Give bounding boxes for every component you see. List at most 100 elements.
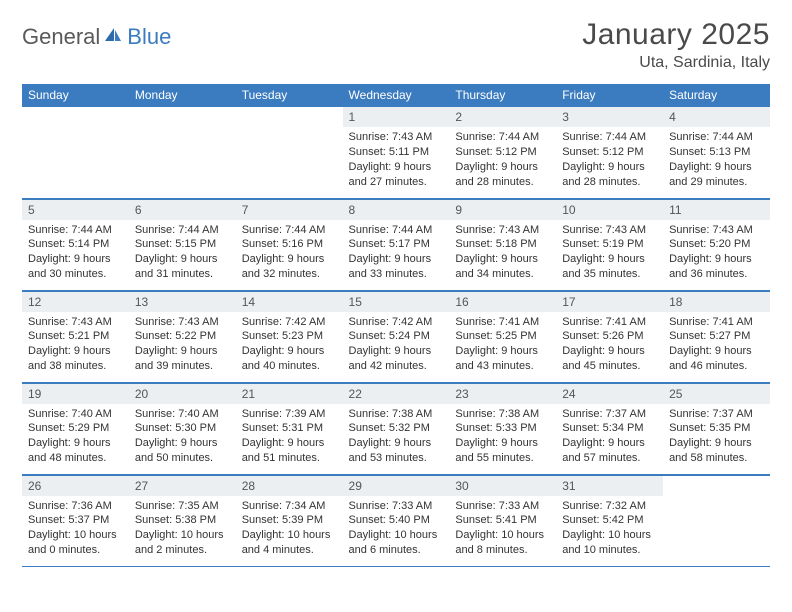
sunrise-line: Sunrise: 7:43 AM [562,223,657,238]
weekday-header: Sunday [22,84,129,106]
daylight-line: Daylight: 9 hours and 34 minutes. [455,252,550,282]
sunset-line: Sunset: 5:23 PM [242,329,337,344]
calendar-cell: 27Sunrise: 7:35 AMSunset: 5:38 PMDayligh… [129,474,236,566]
day-number: 4 [663,106,770,127]
daylight-line: Daylight: 9 hours and 40 minutes. [242,344,337,374]
calendar-cell: 16Sunrise: 7:41 AMSunset: 5:25 PMDayligh… [449,290,556,382]
daylight-line: Daylight: 10 hours and 4 minutes. [242,528,337,558]
sunset-line: Sunset: 5:27 PM [669,329,764,344]
calendar-table: Sunday Monday Tuesday Wednesday Thursday… [22,84,770,567]
sunrise-line: Sunrise: 7:33 AM [455,499,550,514]
sunrise-line: Sunrise: 7:43 AM [349,130,444,145]
daylight-line: Daylight: 9 hours and 51 minutes. [242,436,337,466]
daylight-line: Daylight: 10 hours and 8 minutes. [455,528,550,558]
daylight-line: Daylight: 9 hours and 28 minutes. [455,160,550,190]
calendar-week-row: 26Sunrise: 7:36 AMSunset: 5:37 PMDayligh… [22,474,770,566]
sunrise-line: Sunrise: 7:44 AM [669,130,764,145]
month-title: January 2025 [582,18,770,52]
calendar-cell: 8Sunrise: 7:44 AMSunset: 5:17 PMDaylight… [343,198,450,290]
day-details: Sunrise: 7:37 AMSunset: 5:35 PMDaylight:… [663,404,770,472]
sunrise-line: Sunrise: 7:43 AM [455,223,550,238]
page-header: General Blue January 2025 Uta, Sardinia,… [22,18,770,72]
day-details: Sunrise: 7:33 AMSunset: 5:40 PMDaylight:… [343,496,450,564]
sunrise-line: Sunrise: 7:38 AM [349,407,444,422]
sunrise-line: Sunrise: 7:34 AM [242,499,337,514]
sunset-line: Sunset: 5:15 PM [135,237,230,252]
day-details: Sunrise: 7:37 AMSunset: 5:34 PMDaylight:… [556,404,663,472]
calendar-week-row: 5Sunrise: 7:44 AMSunset: 5:14 PMDaylight… [22,198,770,290]
weekday-header: Monday [129,84,236,106]
sunrise-line: Sunrise: 7:43 AM [669,223,764,238]
day-number: 5 [22,199,129,220]
daylight-line: Daylight: 9 hours and 50 minutes. [135,436,230,466]
day-details: Sunrise: 7:39 AMSunset: 5:31 PMDaylight:… [236,404,343,472]
calendar-cell: 10Sunrise: 7:43 AMSunset: 5:19 PMDayligh… [556,198,663,290]
day-number: 14 [236,291,343,312]
day-number: 6 [129,199,236,220]
sunset-line: Sunset: 5:22 PM [135,329,230,344]
day-details: Sunrise: 7:34 AMSunset: 5:39 PMDaylight:… [236,496,343,564]
day-number: 21 [236,383,343,404]
calendar-cell: 22Sunrise: 7:38 AMSunset: 5:32 PMDayligh… [343,382,450,474]
day-number: 17 [556,291,663,312]
calendar-cell: 30Sunrise: 7:33 AMSunset: 5:41 PMDayligh… [449,474,556,566]
sunset-line: Sunset: 5:40 PM [349,513,444,528]
weekday-header: Thursday [449,84,556,106]
day-number: 7 [236,199,343,220]
sunset-line: Sunset: 5:18 PM [455,237,550,252]
daylight-line: Daylight: 9 hours and 57 minutes. [562,436,657,466]
daylight-line: Daylight: 9 hours and 39 minutes. [135,344,230,374]
sunrise-line: Sunrise: 7:38 AM [455,407,550,422]
sunset-line: Sunset: 5:34 PM [562,421,657,436]
sunset-line: Sunset: 5:31 PM [242,421,337,436]
day-details: Sunrise: 7:35 AMSunset: 5:38 PMDaylight:… [129,496,236,564]
daylight-line: Daylight: 9 hours and 38 minutes. [28,344,123,374]
calendar-cell: 11Sunrise: 7:43 AMSunset: 5:20 PMDayligh… [663,198,770,290]
day-number: 18 [663,291,770,312]
day-details: Sunrise: 7:38 AMSunset: 5:32 PMDaylight:… [343,404,450,472]
sunset-line: Sunset: 5:39 PM [242,513,337,528]
empty-day [129,106,236,127]
sunrise-line: Sunrise: 7:41 AM [562,315,657,330]
calendar-cell: 9Sunrise: 7:43 AMSunset: 5:18 PMDaylight… [449,198,556,290]
day-details: Sunrise: 7:38 AMSunset: 5:33 PMDaylight:… [449,404,556,472]
sunset-line: Sunset: 5:35 PM [669,421,764,436]
daylight-line: Daylight: 9 hours and 31 minutes. [135,252,230,282]
day-number: 13 [129,291,236,312]
sail-icon [103,26,123,49]
day-details: Sunrise: 7:41 AMSunset: 5:26 PMDaylight:… [556,312,663,380]
day-number: 10 [556,199,663,220]
daylight-line: Daylight: 9 hours and 32 minutes. [242,252,337,282]
sunrise-line: Sunrise: 7:41 AM [669,315,764,330]
day-number: 29 [343,475,450,496]
sunrise-line: Sunrise: 7:42 AM [349,315,444,330]
sunset-line: Sunset: 5:42 PM [562,513,657,528]
day-details: Sunrise: 7:44 AMSunset: 5:17 PMDaylight:… [343,220,450,288]
day-details: Sunrise: 7:32 AMSunset: 5:42 PMDaylight:… [556,496,663,564]
sunset-line: Sunset: 5:12 PM [562,145,657,160]
daylight-line: Daylight: 9 hours and 55 minutes. [455,436,550,466]
calendar-cell [663,474,770,566]
calendar-week-row: 1Sunrise: 7:43 AMSunset: 5:11 PMDaylight… [22,106,770,198]
sunset-line: Sunset: 5:24 PM [349,329,444,344]
sunrise-line: Sunrise: 7:39 AM [242,407,337,422]
sunset-line: Sunset: 5:29 PM [28,421,123,436]
sunrise-line: Sunrise: 7:35 AM [135,499,230,514]
day-number: 31 [556,475,663,496]
day-number: 11 [663,199,770,220]
calendar-cell: 5Sunrise: 7:44 AMSunset: 5:14 PMDaylight… [22,198,129,290]
day-number: 12 [22,291,129,312]
sunrise-line: Sunrise: 7:40 AM [28,407,123,422]
weekday-header: Wednesday [343,84,450,106]
weekday-header: Tuesday [236,84,343,106]
day-details: Sunrise: 7:44 AMSunset: 5:14 PMDaylight:… [22,220,129,288]
day-number: 15 [343,291,450,312]
sunset-line: Sunset: 5:14 PM [28,237,123,252]
calendar-cell: 26Sunrise: 7:36 AMSunset: 5:37 PMDayligh… [22,474,129,566]
daylight-line: Daylight: 9 hours and 45 minutes. [562,344,657,374]
calendar-cell: 7Sunrise: 7:44 AMSunset: 5:16 PMDaylight… [236,198,343,290]
calendar-cell: 2Sunrise: 7:44 AMSunset: 5:12 PMDaylight… [449,106,556,198]
day-details: Sunrise: 7:43 AMSunset: 5:11 PMDaylight:… [343,127,450,195]
calendar-cell: 29Sunrise: 7:33 AMSunset: 5:40 PMDayligh… [343,474,450,566]
calendar-cell: 18Sunrise: 7:41 AMSunset: 5:27 PMDayligh… [663,290,770,382]
